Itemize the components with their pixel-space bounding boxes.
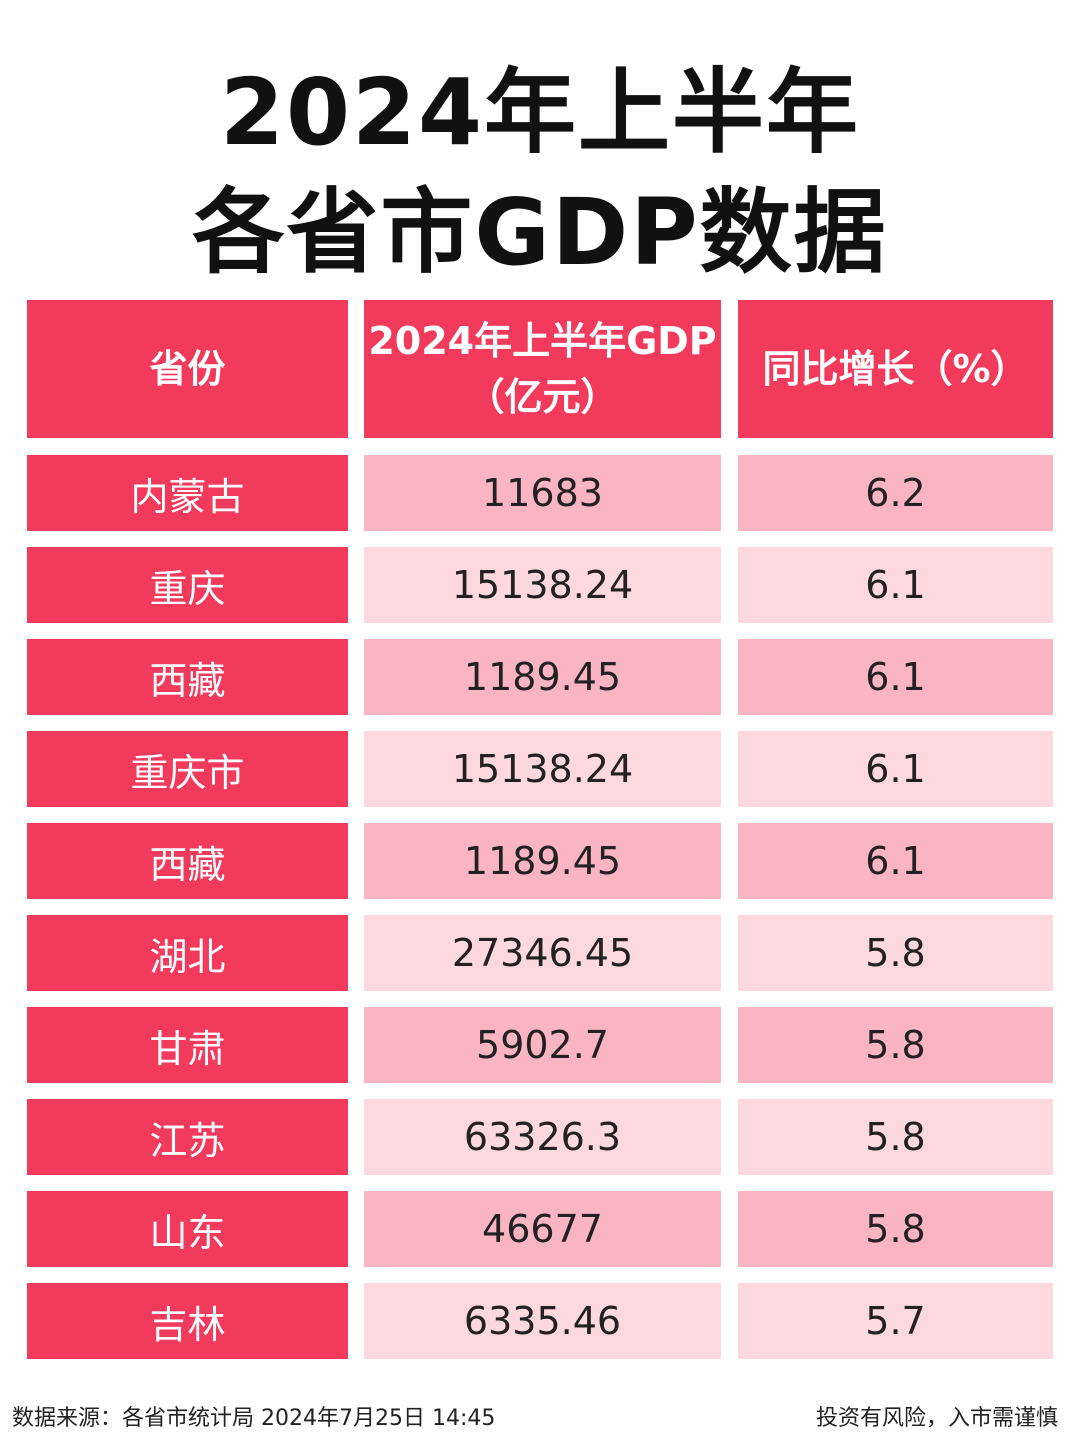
source-note: 数据来源：各省市统计局 2024年7月25日 14:45 (12, 1406, 496, 1431)
header-text: 2024年上半年GDP (368, 319, 717, 363)
header-text: 省份 (149, 347, 226, 391)
province-cell: 西藏 (27, 823, 348, 899)
province-cell: 湖北 (27, 915, 348, 991)
value-cell: 15138.24 (364, 731, 721, 807)
header-text: 同比增长（%） (762, 347, 1029, 391)
header-text: （亿元） (466, 375, 619, 419)
value-cell: 5.8 (738, 1099, 1053, 1175)
header-cell: 2024年上半年GDP （亿元） (364, 300, 721, 438)
value-cell: 6.1 (738, 731, 1053, 807)
value-cell: 6.1 (738, 547, 1053, 623)
value-cell: 27346.45 (364, 915, 721, 991)
disclaimer: 投资有风险，入市需谨慎 (815, 1406, 1058, 1431)
value-cell: 1189.45 (364, 823, 721, 899)
value-cell: 46677 (364, 1191, 721, 1267)
value-cell: 5902.7 (364, 1007, 721, 1083)
header-cell: 省份 (27, 300, 348, 438)
header-cell: 同比增长（%） (738, 300, 1053, 438)
value-cell: 6.1 (738, 639, 1053, 715)
value-cell: 5.8 (738, 1007, 1053, 1083)
value-cell: 6.1 (738, 823, 1053, 899)
title-line: 2024年上半年 (219, 59, 861, 166)
province-cell: 重庆市 (27, 731, 348, 807)
province-cell: 吉林 (27, 1283, 348, 1359)
value-cell: 11683 (364, 455, 721, 531)
title-line: 各省市GDP数据 (192, 179, 888, 286)
value-cell: 6335.46 (364, 1283, 721, 1359)
province-cell: 西藏 (27, 639, 348, 715)
value-cell: 15138.24 (364, 547, 721, 623)
province-cell: 甘肃 (27, 1007, 348, 1083)
value-cell: 6.2 (738, 455, 1053, 531)
value-cell: 5.8 (738, 915, 1053, 991)
value-cell: 1189.45 (364, 639, 721, 715)
province-cell: 重庆 (27, 547, 348, 623)
province-cell: 山东 (27, 1191, 348, 1267)
province-cell: 江苏 (27, 1099, 348, 1175)
value-cell: 63326.3 (364, 1099, 721, 1175)
value-cell: 5.8 (738, 1191, 1053, 1267)
province-cell: 内蒙古 (27, 455, 348, 531)
value-cell: 5.7 (738, 1283, 1053, 1359)
